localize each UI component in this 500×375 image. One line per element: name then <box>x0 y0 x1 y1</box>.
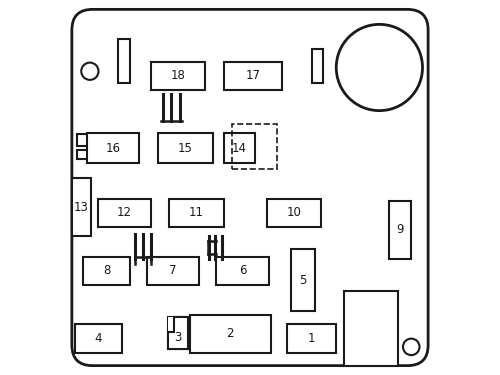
Bar <box>267 199 321 227</box>
Bar <box>224 62 282 90</box>
PathPatch shape <box>168 317 188 349</box>
Bar <box>190 315 270 352</box>
Bar <box>224 133 254 163</box>
Bar <box>312 49 323 82</box>
Bar <box>147 257 200 285</box>
Text: 14: 14 <box>232 142 246 154</box>
Bar <box>118 39 130 82</box>
Bar <box>98 199 150 227</box>
Bar <box>77 150 104 159</box>
Bar <box>216 257 269 285</box>
Bar <box>87 133 140 163</box>
Text: 7: 7 <box>170 264 177 278</box>
Text: 16: 16 <box>106 142 120 154</box>
Text: 6: 6 <box>239 264 246 278</box>
Bar <box>170 199 224 227</box>
Text: 5: 5 <box>299 274 306 287</box>
Text: 8: 8 <box>103 264 110 278</box>
Text: 10: 10 <box>286 206 302 219</box>
Text: 1: 1 <box>308 332 315 345</box>
Bar <box>344 291 398 366</box>
FancyBboxPatch shape <box>72 9 428 366</box>
Bar <box>158 133 212 163</box>
Text: 2: 2 <box>226 327 234 340</box>
Text: 17: 17 <box>246 69 260 82</box>
Bar <box>75 324 122 352</box>
Bar <box>287 324 336 352</box>
Bar <box>232 124 277 170</box>
Text: 9: 9 <box>396 223 404 236</box>
Bar <box>72 178 90 236</box>
Bar <box>150 62 205 90</box>
Bar <box>389 201 410 259</box>
Text: 3: 3 <box>174 331 182 344</box>
Bar <box>168 317 188 349</box>
Text: 18: 18 <box>170 69 185 82</box>
Bar <box>291 249 314 311</box>
Bar <box>168 317 174 332</box>
Text: 12: 12 <box>117 206 132 219</box>
Bar <box>83 257 130 285</box>
Text: 4: 4 <box>94 332 102 345</box>
Text: 11: 11 <box>189 206 204 219</box>
Text: 13: 13 <box>74 201 88 214</box>
Text: 15: 15 <box>178 142 193 154</box>
Bar <box>77 134 104 146</box>
